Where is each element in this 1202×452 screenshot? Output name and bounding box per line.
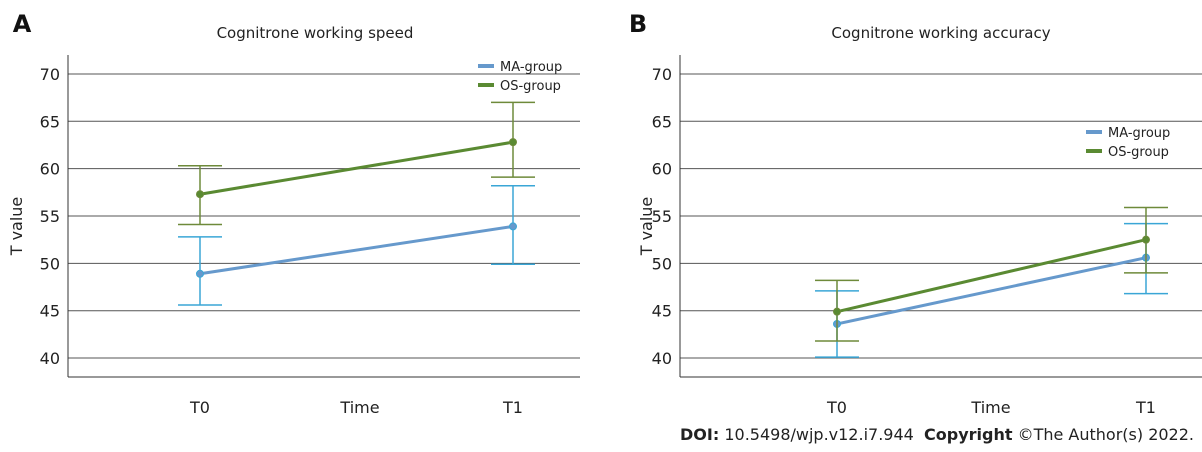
chart-panel-B: B Cognitrone working accuracy 40 45 50 55 60 65… xyxy=(629,10,1202,417)
data-point xyxy=(196,269,204,278)
series-line xyxy=(836,256,1147,326)
series-line xyxy=(199,224,514,276)
y-tick-label: 40 xyxy=(652,349,672,368)
doi-value: 10.5498/wjp.v12.i7.944 xyxy=(724,425,914,444)
y-tick-label: 65 xyxy=(40,112,60,131)
panel-label: A xyxy=(13,10,32,38)
y-tick-label: 60 xyxy=(652,160,672,179)
y-tick-label: 50 xyxy=(652,254,672,273)
chart-panel-A: A Cognitrone working speed 40 45 50 55 60 65 70 T… xyxy=(7,10,580,417)
data-point xyxy=(509,222,517,231)
y-tick-label: 45 xyxy=(652,302,672,321)
data-point xyxy=(509,138,517,147)
data-point xyxy=(1142,235,1150,244)
series-line xyxy=(199,140,514,196)
footer-credit: DOI: 10.5498/wjp.v12.i7.944 Copyright ©T… xyxy=(680,425,1194,444)
legend-label: OS-group xyxy=(500,79,561,94)
copyright-label: Copyright xyxy=(924,425,1013,444)
legend-label: MA-group xyxy=(1108,126,1170,141)
y-axis-label: T value xyxy=(7,197,26,257)
y-tick-label: 45 xyxy=(40,302,60,321)
series-line xyxy=(836,238,1147,314)
y-tick-label: 70 xyxy=(40,65,60,84)
y-tick-label: 70 xyxy=(652,65,672,84)
legend-label: OS-group xyxy=(1108,145,1169,160)
y-tick-label: 50 xyxy=(40,254,60,273)
chart-title: Cognitrone working speed xyxy=(217,24,414,42)
y-tick-label: 40 xyxy=(40,349,60,368)
x-tick-label: T1 xyxy=(1135,398,1156,417)
data-point xyxy=(833,307,841,316)
x-axis-label: Time xyxy=(970,398,1010,417)
x-tick-label: T0 xyxy=(826,398,847,417)
legend-label: MA-group xyxy=(500,60,562,75)
x-tick-label: T1 xyxy=(502,398,523,417)
copyright-value: ©The Author(s) 2022. xyxy=(1017,425,1194,444)
x-tick-label: T0 xyxy=(189,398,210,417)
y-tick-label: 55 xyxy=(652,207,672,226)
panel-label: B xyxy=(629,10,647,38)
y-tick-label: 55 xyxy=(40,207,60,226)
chart-title: Cognitrone working accuracy xyxy=(831,24,1050,42)
series-ma-group xyxy=(815,222,1168,358)
y-tick-label: 60 xyxy=(40,160,60,179)
series-os-group xyxy=(815,206,1168,342)
x-axis-label: Time xyxy=(339,398,379,417)
series-os-group xyxy=(178,101,535,226)
series-ma-group xyxy=(178,184,535,306)
y-tick-label: 65 xyxy=(652,112,672,131)
doi-label: DOI: xyxy=(680,425,720,444)
y-axis-label: T value xyxy=(637,197,656,257)
data-point xyxy=(196,190,204,199)
